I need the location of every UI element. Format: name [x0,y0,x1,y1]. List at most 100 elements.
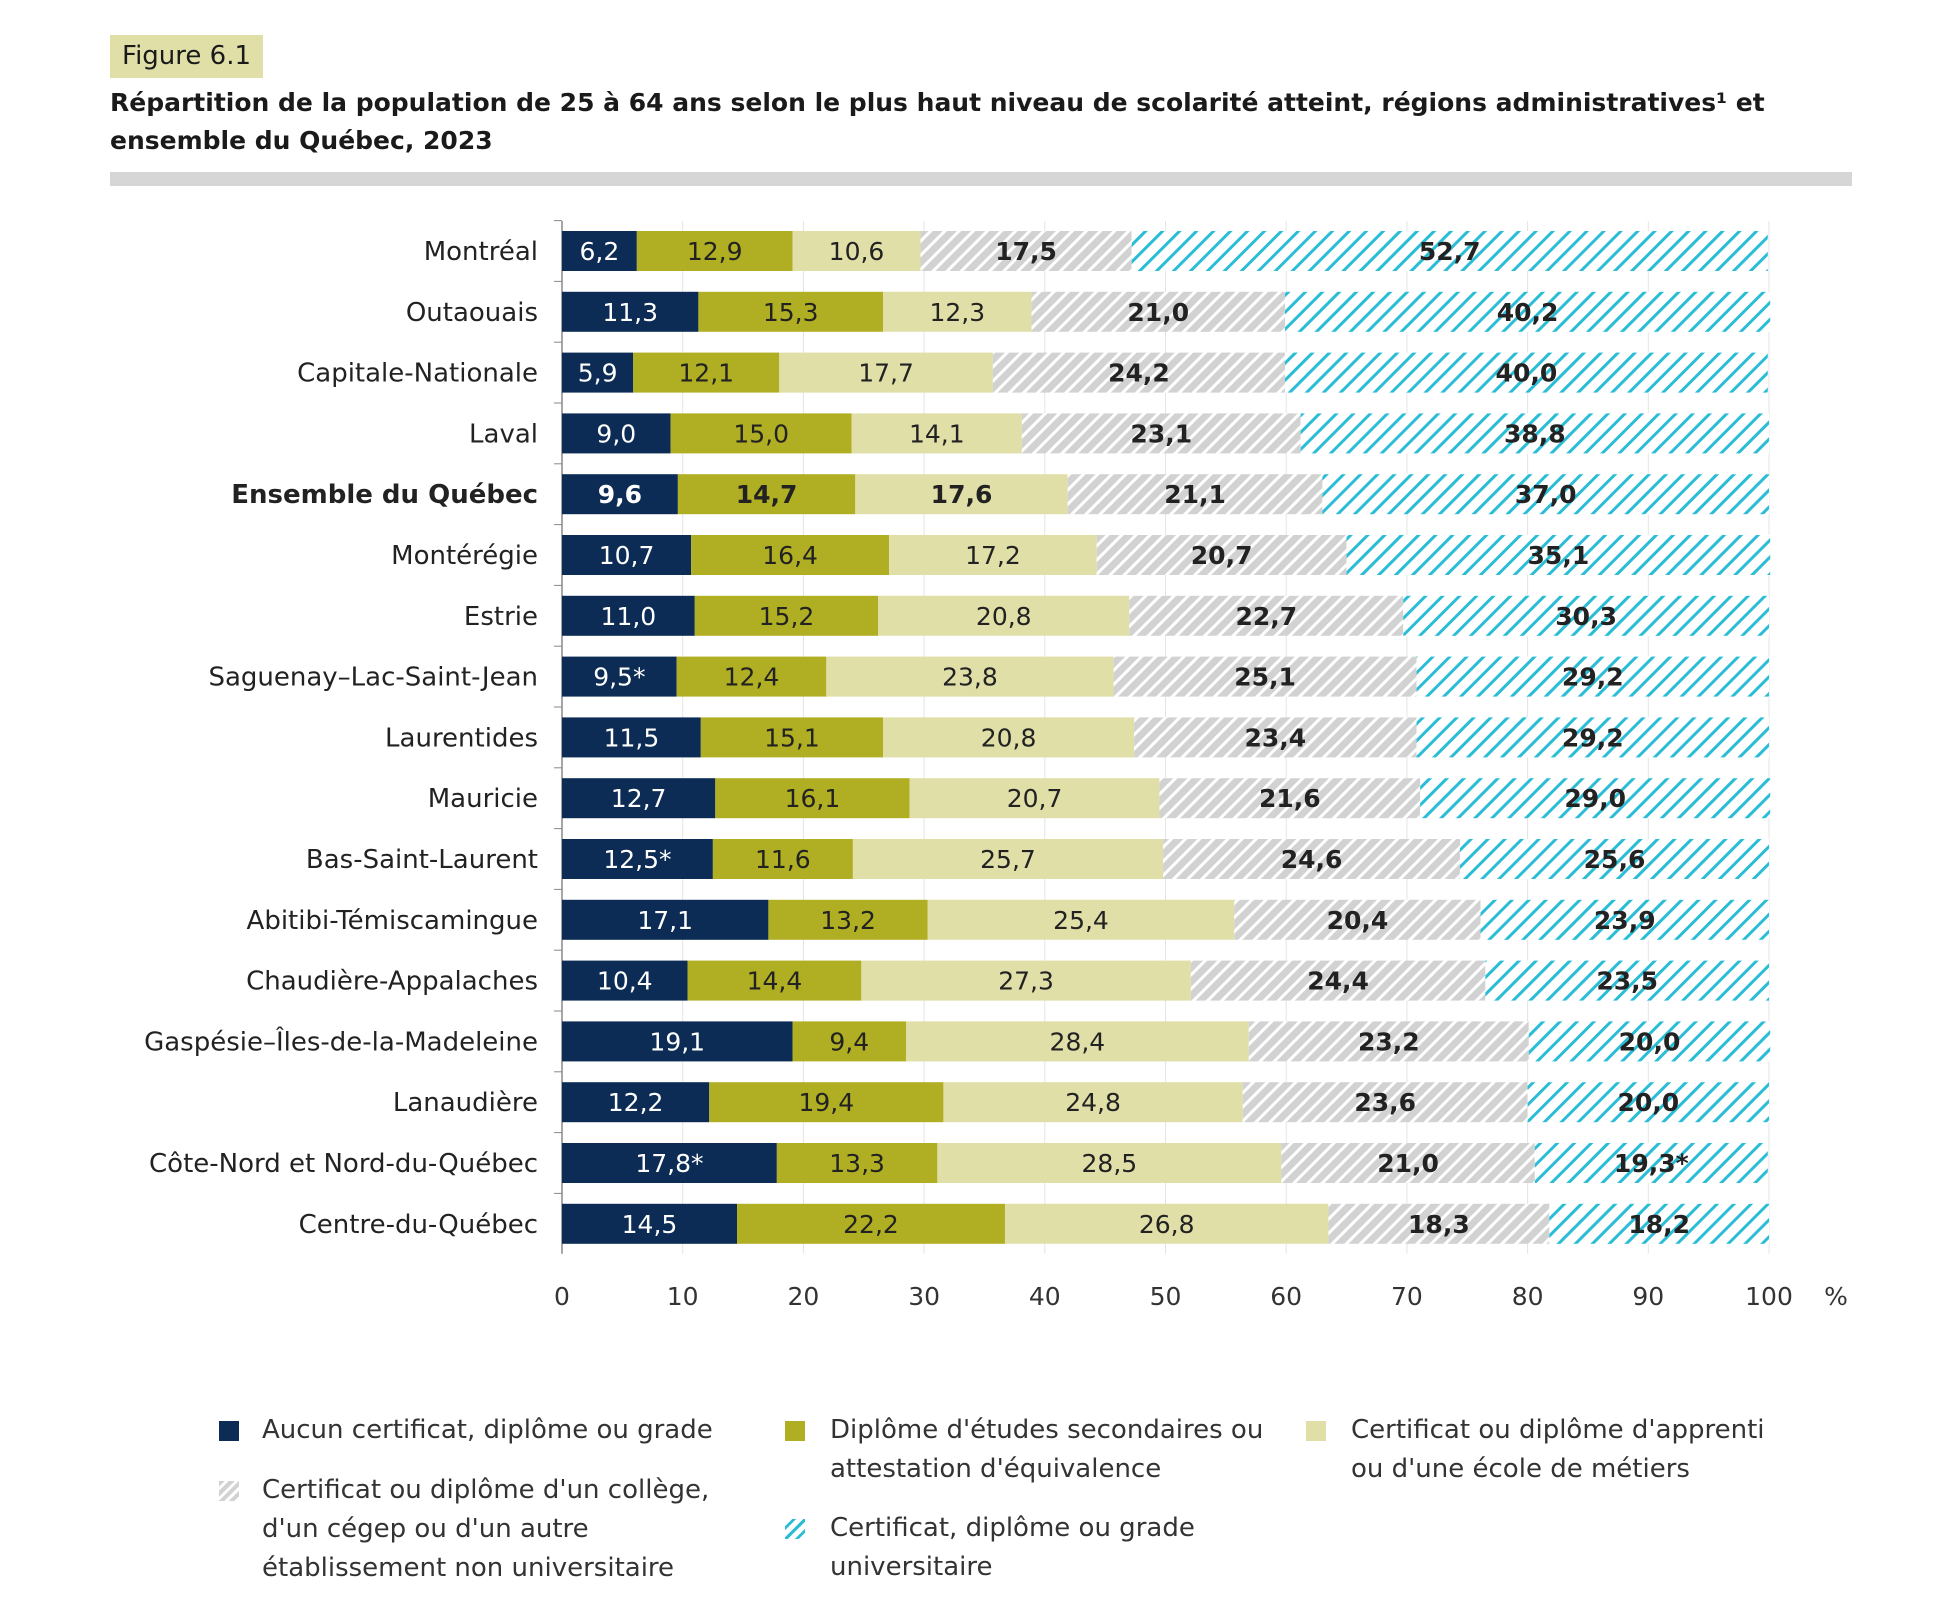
data-label: 23,9 [1594,906,1656,935]
bar-segment [1534,1143,1768,1183]
data-label: 19,1 [649,1027,705,1056]
bar-segment [927,899,1235,940]
data-label: 21,6 [1259,784,1321,813]
bar-segment [878,595,1130,636]
data-label: 25,1 [1234,663,1296,692]
data-label: 14,4 [747,967,803,996]
bar-segment [792,231,921,271]
data-label: 13,3 [829,1149,885,1178]
bar-segment [1004,1203,1329,1244]
bar-segment [562,899,769,940]
bar-segment [1460,839,1769,879]
category-label: Capitale-Nationale [297,359,538,389]
category-label: Saguenay–Lac-Saint-Jean [208,663,538,693]
bar-segment [920,231,1132,271]
bar-segment [1480,899,1769,940]
legend-label: Certificat, diplôme ou grade universitai… [830,1513,1195,1582]
bar-segment [1485,960,1769,1001]
bar-segment [1528,1021,1771,1062]
data-label: 22,2 [843,1210,899,1239]
bar-segment [1113,656,1417,697]
data-label: 27,3 [998,967,1054,996]
bar-segment [694,595,879,636]
data-label: 23,4 [1244,723,1306,752]
x-tick-label: 80 [1512,1282,1544,1311]
category-label: Montréal [424,237,538,267]
data-label: 12,2 [608,1088,664,1117]
data-label: 9,4 [829,1027,869,1056]
data-label: 23,8 [942,663,998,692]
data-label: 30,3 [1555,602,1617,631]
bar-segment [905,1021,1249,1062]
x-tick-label: 60 [1270,1282,1302,1311]
data-label: 10,4 [597,967,653,996]
data-label: 24,8 [1065,1088,1121,1117]
x-tick-label: 0 [554,1282,570,1311]
bar-segment [1281,1143,1535,1183]
bar-segment [855,474,1068,515]
category-label: Estrie [464,602,538,632]
data-label: 29,2 [1562,663,1624,692]
x-tick-label: 70 [1391,1282,1423,1311]
bar-segment [700,717,884,758]
bar-segment [1549,1203,1769,1244]
category-label: Laval [469,419,538,449]
data-label: 38,8 [1504,419,1566,448]
data-label: 10,7 [599,541,655,570]
category-label: Laurentides [385,723,538,753]
data-label: 20,7 [1191,541,1253,570]
bar-segment [562,778,716,819]
x-tick-label: 30 [908,1282,940,1311]
legend-swatch [785,1519,805,1539]
bar-segment [792,1021,906,1062]
category-label: Bas-Saint-Laurent [306,845,538,875]
bar-segment [1346,535,1771,575]
data-label: 11,6 [755,845,811,874]
data-label: 21,1 [1164,480,1226,509]
data-label: 40,2 [1497,298,1559,327]
data-label: 24,2 [1108,359,1170,388]
data-label: 23,2 [1358,1027,1420,1056]
data-label: 12,7 [611,784,667,813]
data-label: 25,4 [1053,906,1109,935]
bar-segment [1096,535,1347,575]
data-label: 40,0 [1496,359,1558,388]
bar-segment [1322,474,1769,515]
legend-swatch [785,1421,805,1441]
bar-segment [562,1082,710,1123]
x-tick-label: 10 [667,1282,699,1311]
bar-segment [676,656,827,697]
data-label: 15,0 [733,419,789,448]
data-label: 17,7 [858,359,914,388]
x-tick-label: 50 [1150,1282,1182,1311]
bar-segment [851,413,1022,454]
category-label: Abitibi-Témiscamingue [247,906,538,936]
legend-label: Aucun certificat, diplôme ou grade [262,1415,713,1445]
bar-segment [889,535,1097,575]
bar-segment [1021,413,1301,454]
data-label: 16,1 [785,784,841,813]
data-label: 11,0 [601,602,657,631]
data-label: 15,1 [764,723,820,752]
data-label: 37,0 [1515,480,1577,509]
bar-segment [1416,717,1769,758]
data-label: 12,3 [929,298,985,327]
data-label: 9,5* [593,663,645,692]
bar-segment [883,291,1032,332]
bar-segment [709,1082,944,1123]
bar-segment [562,535,692,575]
legend-swatch [219,1421,239,1441]
data-label: 11,3 [602,298,658,327]
legend-label: Certificat ou diplôme d'un collège, d'un… [262,1475,710,1583]
bar-segment [861,960,1191,1001]
data-label: 17,1 [637,906,693,935]
bar-segment [1420,778,1771,819]
x-tick-label: 90 [1632,1282,1664,1311]
data-label: 14,1 [909,419,965,448]
bar-segment [712,839,853,879]
data-label: 25,7 [980,845,1036,874]
bar-segment [1328,1203,1550,1244]
bar-segment [1129,595,1404,636]
